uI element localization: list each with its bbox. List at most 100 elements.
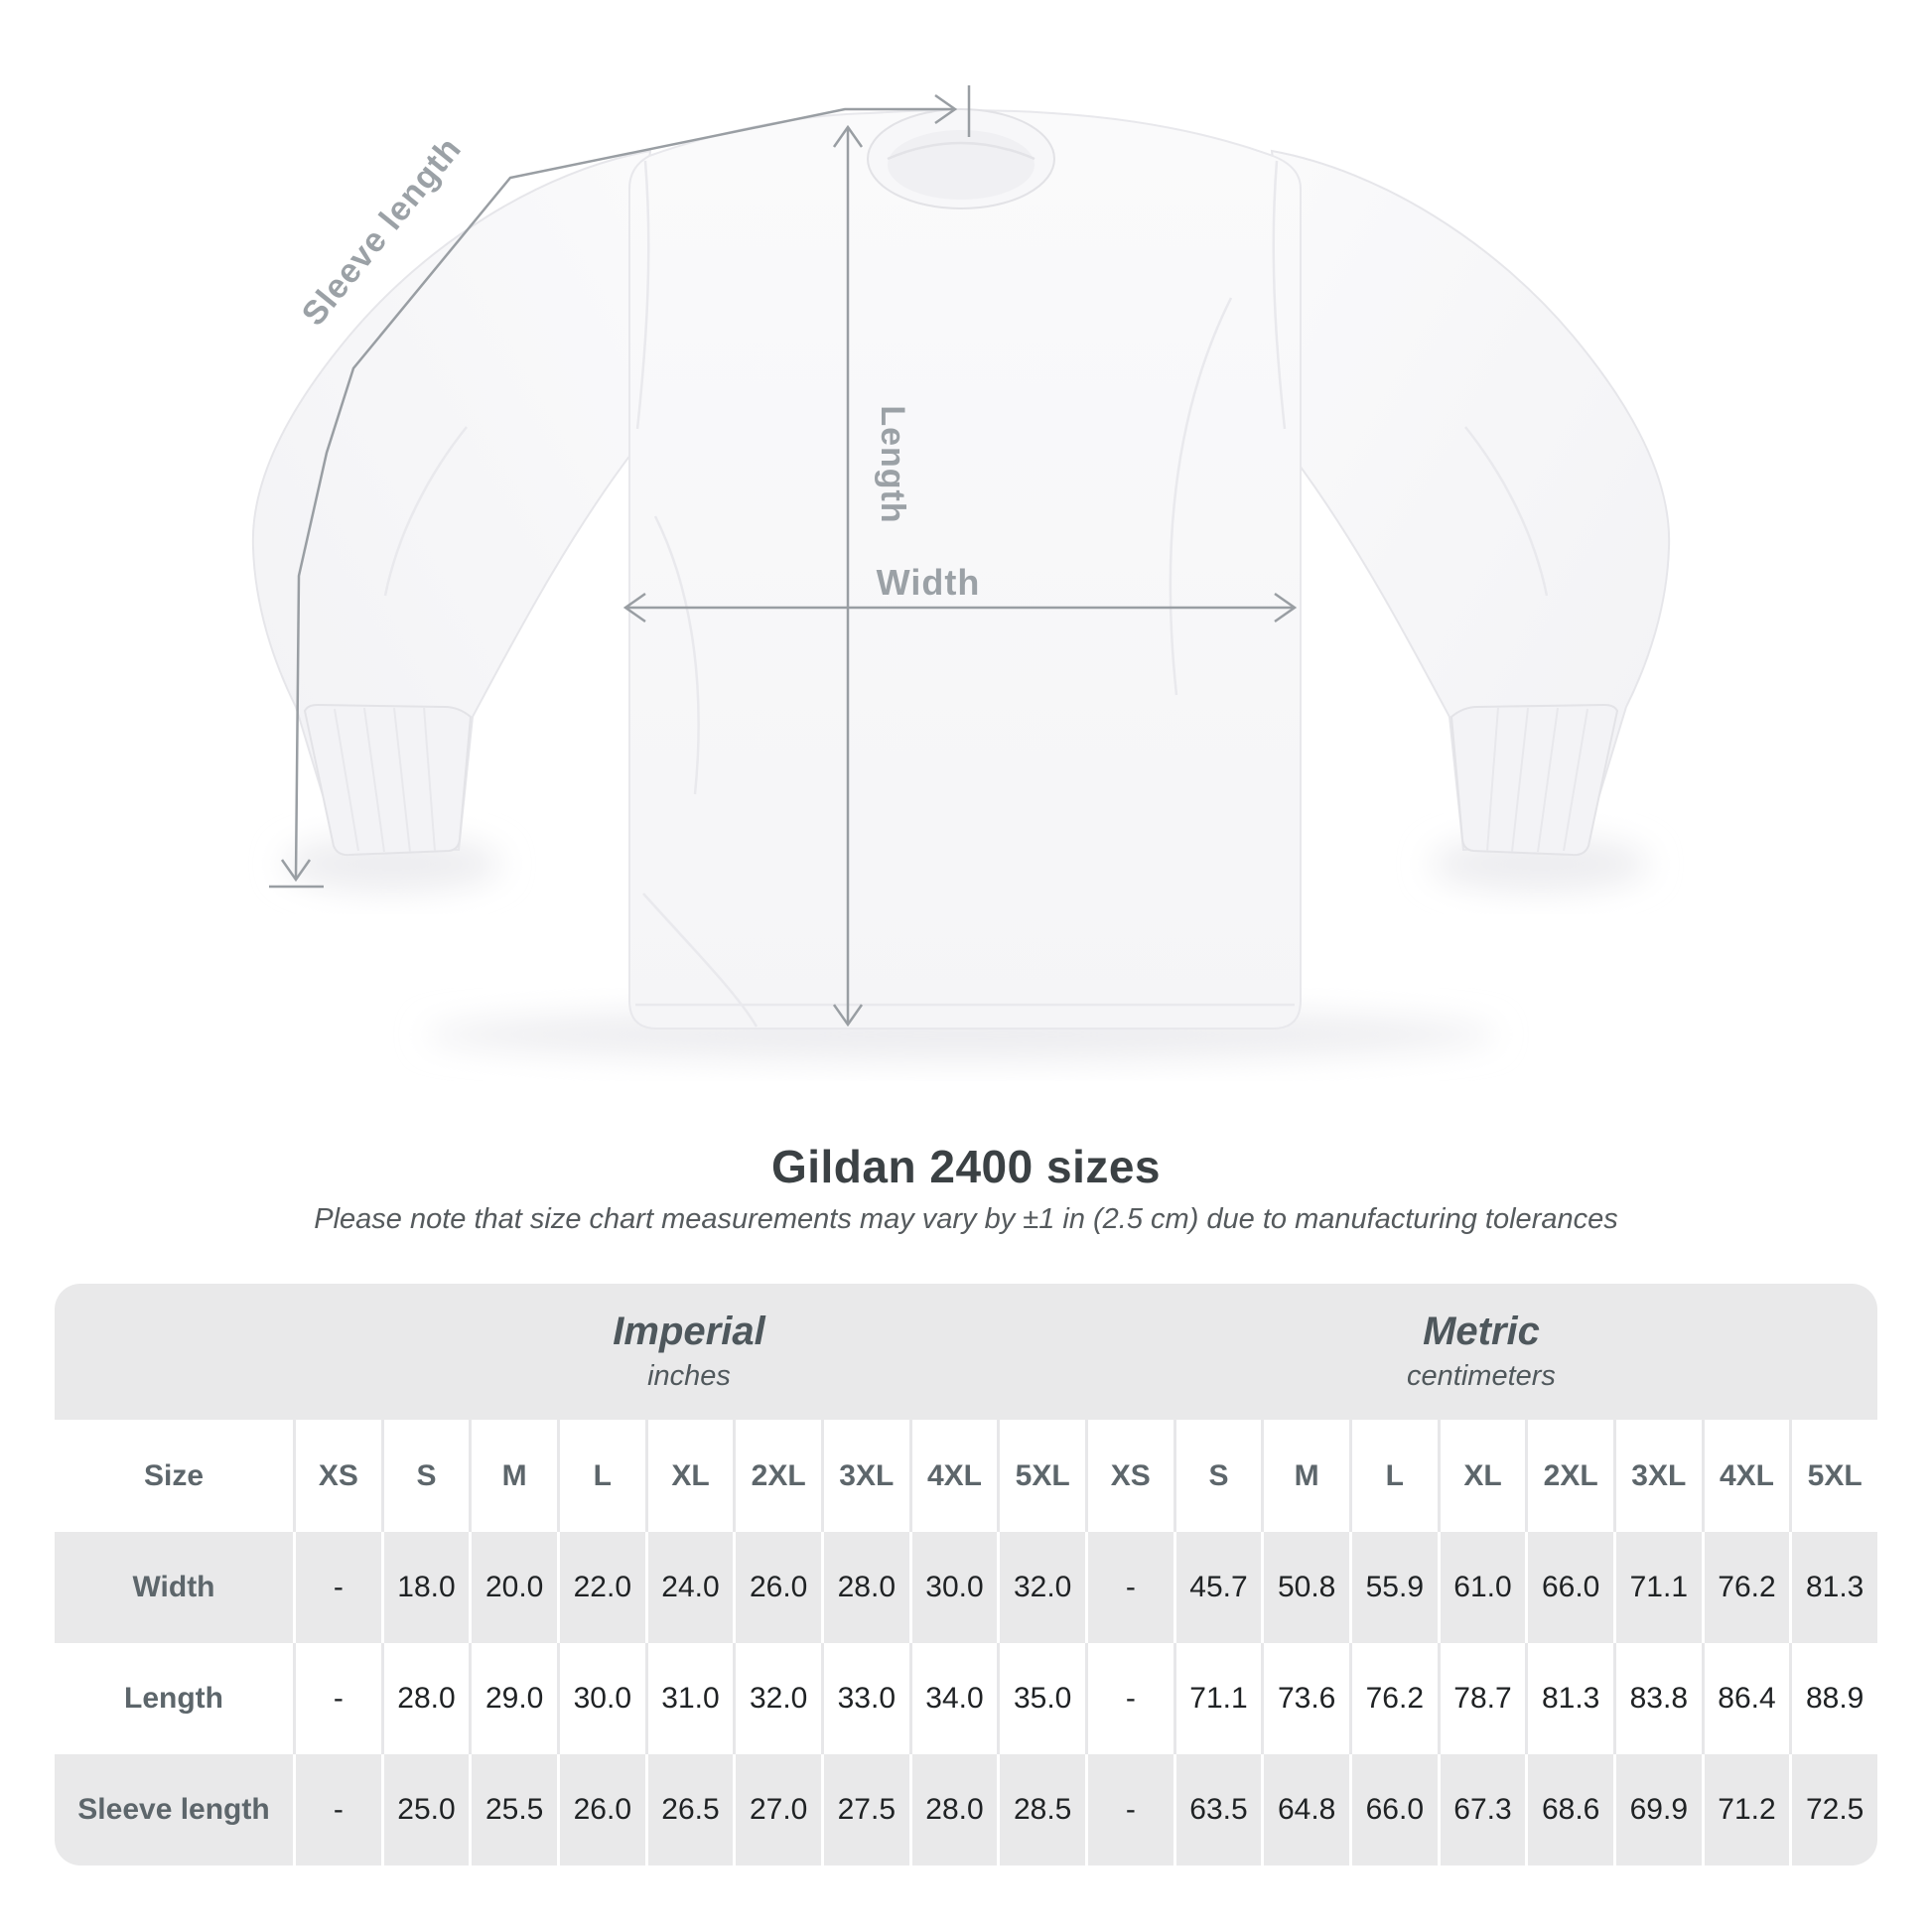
size-col-header: 5XL: [1789, 1420, 1877, 1532]
table-cell: 86.4: [1701, 1643, 1790, 1754]
table-cell: 66.0: [1348, 1754, 1438, 1865]
table-cell: 64.8: [1261, 1754, 1349, 1865]
size-table: Imperial inches Metric centimeters Size …: [55, 1284, 1877, 1865]
size-column-title: Size: [143, 1458, 205, 1492]
table-cell: 22.0: [556, 1532, 645, 1643]
table-cell: -: [1084, 1532, 1173, 1643]
size-col-header: 2XL: [1525, 1420, 1613, 1532]
size-col-header: 4XL: [908, 1420, 998, 1532]
size-col-header: XS: [1084, 1420, 1173, 1532]
size-col-header: XS: [293, 1420, 381, 1532]
table-row-sleeve-length: Sleeve length - 25.0 25.5 26.0 26.5 27.0…: [55, 1754, 1877, 1865]
table-cell: -: [1084, 1754, 1173, 1865]
table-cell: 88.9: [1789, 1643, 1877, 1754]
table-cell: 30.0: [556, 1643, 645, 1754]
table-cell: 24.0: [644, 1532, 734, 1643]
imperial-label: Imperial: [613, 1310, 765, 1353]
table-cell: -: [293, 1532, 381, 1643]
table-cell: 32.0: [997, 1532, 1085, 1643]
metric-unit: centimeters: [1407, 1360, 1556, 1392]
table-cell: 27.5: [820, 1754, 909, 1865]
table-cell: 63.5: [1173, 1754, 1262, 1865]
shirt-right-cuff: [1449, 703, 1619, 857]
metric-group-header: Metric centimeters: [1085, 1284, 1877, 1420]
table-cell: -: [293, 1643, 381, 1754]
table-cell: 28.0: [380, 1643, 470, 1754]
table-cell: -: [1084, 1643, 1173, 1754]
table-cell: 35.0: [997, 1643, 1085, 1754]
size-header-row: Size XS S M L XL 2XL 3XL 4XL 5XL XS S M …: [55, 1420, 1877, 1532]
table-cell: 76.2: [1701, 1532, 1790, 1643]
page-subtitle: Please note that size chart measurements…: [314, 1203, 1618, 1235]
size-col-header: M: [1261, 1420, 1349, 1532]
metric-label: Metric: [1423, 1310, 1540, 1353]
table-row-width: Width - 18.0 20.0 22.0 24.0 26.0 28.0 30…: [55, 1532, 1877, 1643]
table-cell: 28.0: [820, 1532, 909, 1643]
table-cell: 32.0: [733, 1643, 821, 1754]
shirt-left-cuff: [303, 703, 473, 857]
table-cell: 34.0: [908, 1643, 998, 1754]
table-cell: 71.1: [1612, 1532, 1702, 1643]
imperial-unit: inches: [647, 1360, 731, 1392]
table-cell: 71.2: [1701, 1754, 1790, 1865]
table-cell: 61.0: [1437, 1532, 1526, 1643]
table-cell: 81.3: [1789, 1532, 1877, 1643]
table-cell: 66.0: [1525, 1532, 1613, 1643]
size-col-header: M: [469, 1420, 557, 1532]
table-cell: 29.0: [469, 1643, 557, 1754]
table-cell: -: [293, 1754, 381, 1865]
shirt-diagram: Sleeve length Length Width: [251, 85, 1671, 1060]
shirt-collar: [867, 108, 1055, 209]
table-cell: 69.9: [1612, 1754, 1702, 1865]
unit-group-band: Imperial inches Metric centimeters: [55, 1284, 1877, 1420]
table-cell: 25.5: [469, 1754, 557, 1865]
width-arrow: [622, 592, 1298, 623]
table-cell: 72.5: [1789, 1754, 1877, 1865]
shirt-creases: [383, 160, 1549, 1028]
size-col-header: 5XL: [997, 1420, 1085, 1532]
table-cell: 28.0: [908, 1754, 998, 1865]
table-cell: 67.3: [1437, 1754, 1526, 1865]
table-row-length: Length - 28.0 29.0 30.0 31.0 32.0 33.0 3…: [55, 1643, 1877, 1754]
size-col-header: L: [1348, 1420, 1438, 1532]
table-cell: 33.0: [820, 1643, 909, 1754]
table-cell: 26.0: [556, 1754, 645, 1865]
table-cell: 25.0: [380, 1754, 470, 1865]
table-cell: 27.0: [733, 1754, 821, 1865]
size-col-header: XL: [644, 1420, 734, 1532]
size-col-header: 4XL: [1701, 1420, 1790, 1532]
measurement-overlay: [269, 85, 1298, 1028]
size-col-header: XL: [1437, 1420, 1526, 1532]
length-arrow: [832, 124, 864, 1028]
table-cell: 78.7: [1437, 1643, 1526, 1754]
table-cell: 68.6: [1525, 1754, 1613, 1865]
table-cell: 31.0: [644, 1643, 734, 1754]
size-col-header: L: [556, 1420, 645, 1532]
table-cell: 30.0: [908, 1532, 998, 1643]
table-cell: 50.8: [1261, 1532, 1349, 1643]
row-label: Sleeve length: [77, 1793, 270, 1826]
table-cell: 26.0: [733, 1532, 821, 1643]
size-col-header: S: [1173, 1420, 1262, 1532]
table-cell: 71.1: [1173, 1643, 1262, 1754]
size-col-header: 2XL: [733, 1420, 821, 1532]
size-col-header: 3XL: [1612, 1420, 1702, 1532]
table-cell: 76.2: [1348, 1643, 1438, 1754]
table-cell: 55.9: [1348, 1532, 1438, 1643]
table-cell: 83.8: [1612, 1643, 1702, 1754]
table-cell: 73.6: [1261, 1643, 1349, 1754]
size-col-header: S: [380, 1420, 470, 1532]
table-cell: 81.3: [1525, 1643, 1613, 1754]
sleeve-length-arrow: [269, 85, 971, 889]
row-label: Width: [132, 1571, 215, 1603]
table-cell: 28.5: [997, 1754, 1085, 1865]
size-col-header: 3XL: [820, 1420, 909, 1532]
length-label: Length: [874, 405, 911, 523]
imperial-group-header: Imperial inches: [293, 1284, 1085, 1420]
width-label: Width: [877, 562, 981, 603]
page-title: Gildan 2400 sizes: [770, 1141, 1162, 1192]
table-cell: 26.5: [644, 1754, 734, 1865]
row-label: Length: [124, 1682, 223, 1715]
table-cell: 18.0: [380, 1532, 470, 1643]
